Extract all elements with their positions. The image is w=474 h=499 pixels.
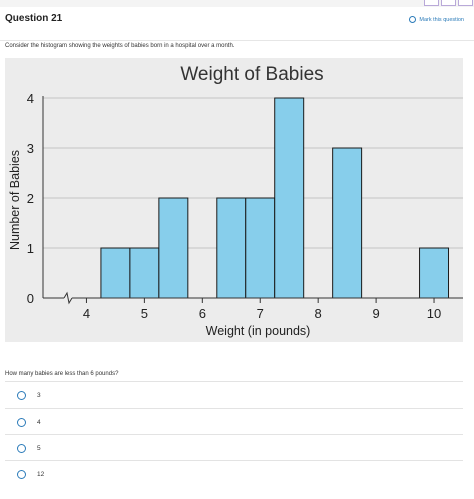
question-ask: How many babies are less than 6 pounds?: [5, 371, 119, 377]
chart-bars: [100, 97, 450, 299]
histogram-bar: [332, 147, 363, 299]
x-tick-label: 5: [141, 306, 148, 321]
histogram-bar: [419, 247, 450, 299]
histogram-svg: 0 1 2 3 4 4 5 6 7 8 9 10 Weight of Babies Weight (i…: [8, 64, 463, 338]
window-top-strip: [0, 0, 474, 7]
x-tick-label: 7: [257, 306, 264, 321]
window-button[interactable]: [458, 0, 473, 6]
radio-icon[interactable]: [17, 390, 26, 400]
y-tick-label: 1: [27, 241, 34, 256]
radio-icon[interactable]: [17, 443, 26, 453]
radio-icon[interactable]: [17, 417, 26, 427]
mark-question-button[interactable]: Mark this question: [409, 16, 464, 23]
chart-title: Weight of Babies: [180, 64, 323, 85]
window-button[interactable]: [441, 0, 456, 6]
answer-option[interactable]: 3: [5, 381, 463, 408]
answer-option-label: 5: [37, 444, 41, 452]
axis-break-mark: [63, 291, 73, 305]
question-title: Question 21: [5, 13, 63, 24]
x-tick-label: 8: [315, 306, 322, 321]
answer-option-label: 12: [37, 470, 45, 478]
mark-circle-icon: [409, 16, 417, 23]
question-header: [0, 7, 474, 41]
histogram-bar: [274, 97, 305, 299]
histogram-bar: [158, 197, 189, 299]
histogram-bar: [216, 197, 247, 299]
x-tick-label: 10: [427, 306, 441, 321]
y-tick-label: 0: [27, 291, 34, 306]
histogram-bar: [129, 247, 160, 299]
chart-x-axis-label: Weight (in pounds): [206, 324, 311, 338]
histogram-bar: [100, 247, 131, 299]
x-tick-label: 4: [83, 306, 90, 321]
answer-option[interactable]: 12: [5, 460, 463, 487]
mark-question-label: Mark this question: [419, 16, 464, 23]
radio-icon[interactable]: [17, 469, 26, 479]
x-tick-label: 9: [372, 306, 379, 321]
histogram-bar: [245, 197, 276, 299]
window-button[interactable]: [424, 0, 439, 6]
chart-y-axis-label: Number of Babies: [8, 150, 22, 250]
chart-axes: 0 1 2 3 4 4 5 6 7 8 9 10: [27, 91, 463, 321]
answer-option[interactable]: 4: [5, 408, 463, 435]
y-tick-label: 2: [27, 191, 34, 206]
answer-option-label: 4: [37, 418, 41, 426]
answer-option-label: 3: [37, 391, 41, 399]
answer-option[interactable]: 5: [5, 434, 463, 461]
y-tick-label: 3: [27, 141, 34, 156]
histogram-chart: 0 1 2 3 4 4 5 6 7 8 9 10 Weight of Babies Weight (i…: [5, 58, 463, 342]
y-tick-label: 4: [27, 91, 34, 106]
x-tick-label: 6: [199, 306, 206, 321]
question-prompt: Consider the histogram showing the weigh…: [5, 43, 235, 49]
